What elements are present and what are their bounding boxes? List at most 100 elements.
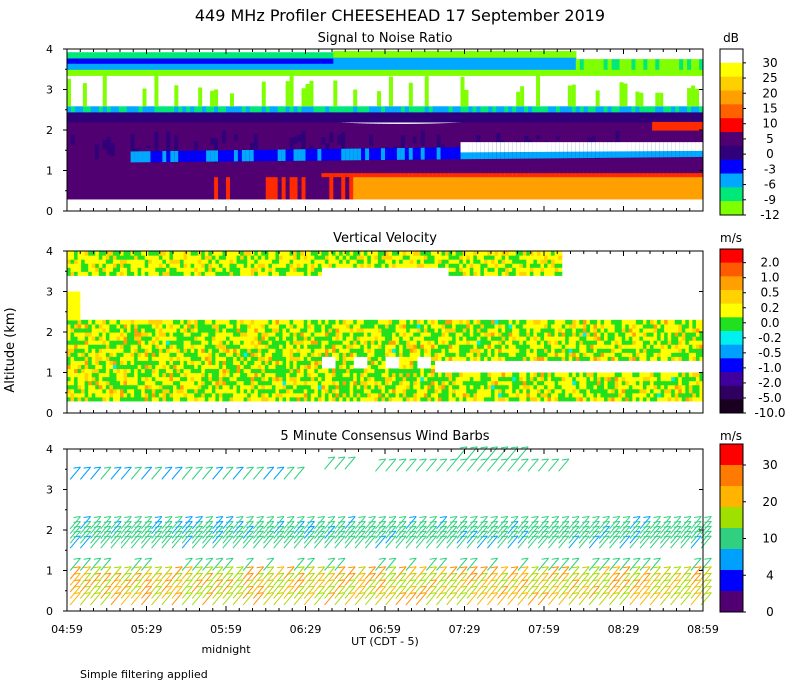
snr-cell xyxy=(547,57,553,70)
snr-white-cell xyxy=(222,75,227,107)
vv-cell xyxy=(335,336,340,341)
vv-cell xyxy=(466,271,471,276)
snr-surface-cell xyxy=(345,173,350,200)
vv-cell xyxy=(70,340,75,345)
vv-cell xyxy=(127,327,132,333)
vv-cell xyxy=(441,356,446,361)
snr-cell xyxy=(635,142,640,152)
vv-cell xyxy=(74,327,79,333)
snr-surface-cell xyxy=(428,173,434,200)
vv-cell xyxy=(487,271,492,276)
vv-cell xyxy=(137,392,142,398)
vv-cell xyxy=(257,327,262,333)
snr-white-cell xyxy=(130,75,136,107)
vv-cell xyxy=(296,360,301,365)
snr-surface-cell xyxy=(643,173,648,200)
vv-cell xyxy=(293,323,298,329)
vv-cell xyxy=(307,251,312,256)
vv-cell xyxy=(487,267,492,272)
snr-surface-cell xyxy=(631,174,637,200)
vv-cell xyxy=(339,356,344,361)
snr-surface-cell xyxy=(400,173,406,200)
vv-cell xyxy=(218,372,224,378)
snr-blue-band-cell xyxy=(635,145,640,158)
snr-surface-cell xyxy=(683,175,688,200)
vv-cell xyxy=(335,392,340,398)
vv-cell xyxy=(155,360,160,365)
vv-cell xyxy=(360,384,365,390)
vv-cell xyxy=(402,356,407,361)
vv-cell xyxy=(374,255,379,260)
snr-blue-band-cell xyxy=(412,147,418,160)
vv-cell xyxy=(321,319,326,325)
vv-cell xyxy=(162,271,167,276)
snr-cell xyxy=(90,63,96,70)
vv-cell xyxy=(473,340,478,345)
snr-cell xyxy=(237,63,243,70)
vv-cell xyxy=(109,372,114,378)
vv-cell xyxy=(363,348,368,353)
snr-cell xyxy=(675,170,680,178)
vv-cell xyxy=(349,384,354,390)
snr-surface-cell xyxy=(233,176,239,200)
vv-cell xyxy=(324,255,330,260)
vv-cell xyxy=(134,376,139,382)
vv-cell xyxy=(300,364,305,370)
vv-cell xyxy=(247,251,252,256)
snr-cell xyxy=(377,91,382,107)
snr-cell xyxy=(679,69,684,76)
snr-cell xyxy=(500,142,505,153)
vv-cell xyxy=(279,340,284,345)
vv-cell xyxy=(130,348,135,353)
snr-cell xyxy=(301,63,307,70)
vv-cell xyxy=(261,392,266,398)
snr-cell xyxy=(424,76,430,107)
vv-cell xyxy=(381,259,386,264)
vv-cell xyxy=(176,348,181,353)
vv-cell xyxy=(112,263,118,268)
vv-cell xyxy=(208,263,213,268)
vv-cell xyxy=(211,360,216,365)
snr-cell xyxy=(396,111,402,123)
snr-cell xyxy=(102,139,108,150)
vv-cell xyxy=(370,356,375,361)
vv-cell xyxy=(229,336,234,341)
vv-cell xyxy=(498,384,503,390)
vv-cell xyxy=(332,323,337,329)
vv-cell xyxy=(430,392,436,398)
snr-cell xyxy=(194,63,199,70)
vv-cell xyxy=(314,356,319,361)
vv-cell xyxy=(303,255,308,260)
vv-cell xyxy=(339,364,344,370)
vv-cell xyxy=(229,259,234,264)
vv-cell xyxy=(367,392,372,398)
snr-blue-band-cell xyxy=(194,150,199,162)
vv-cell xyxy=(165,360,171,365)
snr-cell xyxy=(341,111,346,123)
vv-cell xyxy=(180,271,185,276)
vv-cell xyxy=(282,271,287,276)
vv-cell xyxy=(501,323,506,329)
snr-surface-cell xyxy=(647,173,652,200)
snr-cell xyxy=(166,52,171,59)
snr-cell xyxy=(67,57,72,64)
snr-cell xyxy=(377,105,382,113)
vv-cell xyxy=(204,384,209,390)
vv-cell xyxy=(254,368,259,374)
vv-cell xyxy=(236,319,241,325)
vv-cell xyxy=(183,388,188,394)
vv-cell xyxy=(339,255,344,260)
vv-cell xyxy=(441,336,446,341)
vv-cell xyxy=(105,364,110,370)
snr-cell xyxy=(321,69,326,76)
vv-cell xyxy=(201,368,206,374)
snr-cell xyxy=(325,105,330,113)
vv-cell xyxy=(120,396,125,402)
vv-cell xyxy=(483,376,489,382)
snr-cell xyxy=(639,92,644,107)
snr-cell xyxy=(667,111,672,123)
snr-cell xyxy=(647,111,652,123)
vv-cell xyxy=(360,263,365,268)
vv-cell xyxy=(448,255,453,260)
vv-cell xyxy=(88,364,93,370)
